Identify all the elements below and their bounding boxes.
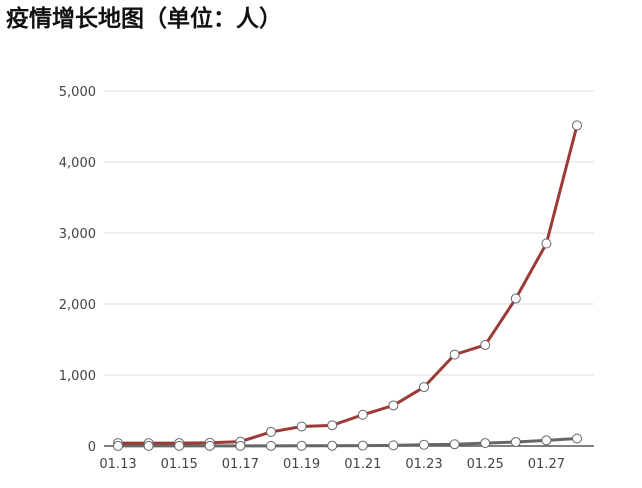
x-tick-label: 01.19 — [283, 457, 320, 472]
point — [572, 433, 582, 444]
point — [235, 440, 246, 451]
point — [143, 440, 154, 451]
x-tick-label: 01.15 — [161, 457, 198, 472]
series-line — [118, 125, 579, 445]
x-tick-label: 01.21 — [344, 457, 381, 472]
x-tick-label: 01.17 — [222, 457, 259, 472]
chart-title: 疫情增长地图（单位：人） — [6, 5, 282, 32]
point — [296, 421, 307, 432]
point — [357, 409, 368, 420]
y-tick-label: 1,000 — [59, 369, 96, 384]
point — [204, 440, 215, 451]
point — [419, 382, 429, 393]
x-tick-label: 01.27 — [528, 457, 565, 472]
point — [419, 439, 429, 450]
point — [327, 420, 338, 431]
point — [266, 440, 276, 451]
point — [480, 339, 491, 350]
x-tick-label: 01.23 — [405, 457, 442, 472]
x-tick-label: 01.25 — [467, 457, 504, 472]
y-tick-label: 5,000 — [59, 85, 96, 100]
point — [388, 400, 399, 411]
y-tick-label: 2,000 — [59, 298, 96, 313]
point — [449, 349, 460, 360]
point — [541, 238, 552, 249]
point — [510, 437, 521, 448]
point — [327, 440, 338, 451]
point — [296, 440, 307, 451]
series-line — [118, 436, 578, 448]
point — [266, 426, 276, 437]
point — [388, 440, 399, 451]
y-tick-label: 4,000 — [59, 156, 96, 171]
point — [449, 439, 460, 450]
x-tick-label: 01.13 — [99, 457, 136, 472]
point — [113, 440, 123, 451]
point — [357, 440, 368, 451]
point — [480, 438, 491, 449]
point — [510, 293, 521, 304]
y-tick-label: 3,000 — [59, 227, 96, 242]
point — [174, 440, 185, 451]
point — [572, 120, 582, 131]
point — [541, 435, 552, 446]
y-tick-label: 0 — [88, 440, 96, 455]
